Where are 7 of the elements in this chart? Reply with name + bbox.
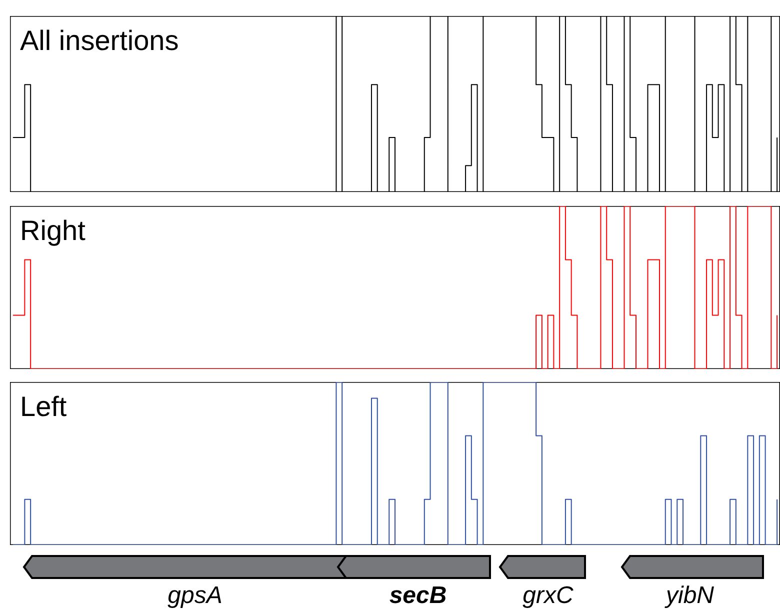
text: secB: [389, 582, 447, 609]
series-label: Right: [20, 215, 86, 246]
text: grxC: [522, 582, 574, 609]
text: Left: [20, 391, 67, 422]
series-label: All insertions: [20, 25, 179, 56]
text: yibN: [664, 582, 715, 609]
text: gpsA: [168, 582, 222, 609]
